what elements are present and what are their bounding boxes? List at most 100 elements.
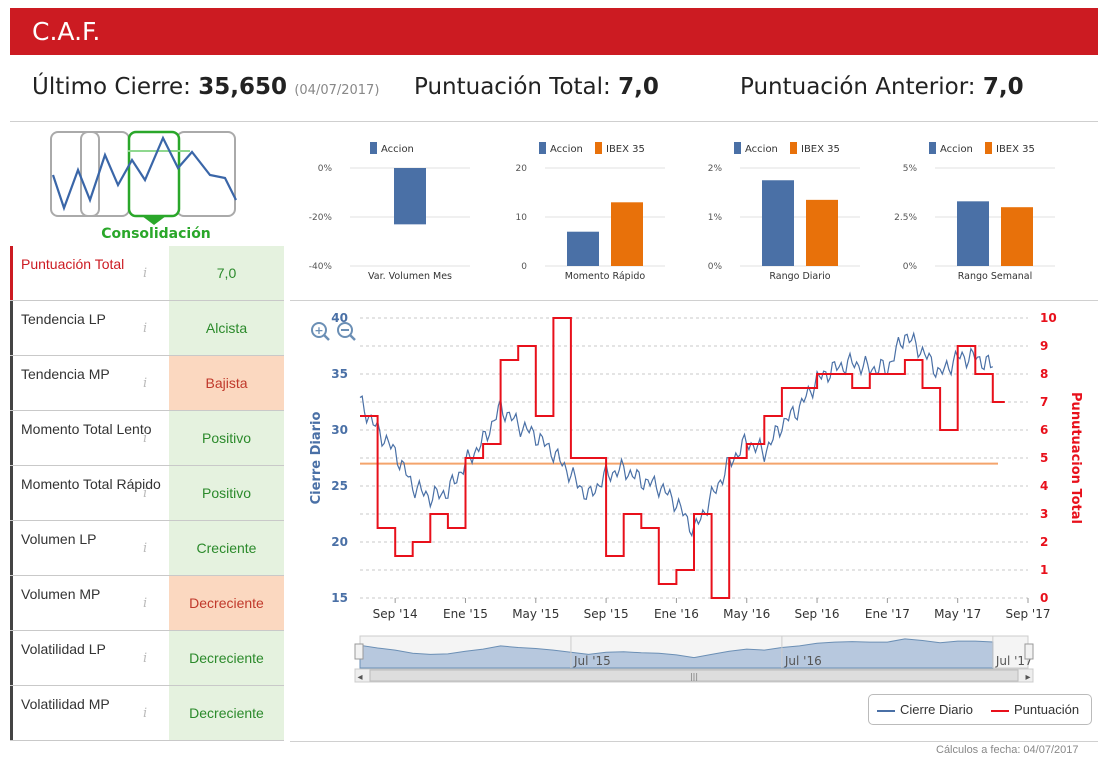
y-right-tick-label: 3: [1040, 507, 1048, 521]
info-icon[interactable]: i: [143, 486, 148, 501]
header-bar: C.A.F.: [10, 8, 1098, 55]
x-tick-label: Sep '16: [795, 607, 840, 621]
series-line-puntuacion: [360, 317, 1005, 599]
legend-label: Accion: [940, 144, 973, 155]
bar: [394, 168, 426, 225]
legend-swatch: [595, 142, 602, 154]
score-row: Tendencia LP i Alcista: [10, 301, 284, 356]
legend-swatch: [985, 142, 992, 154]
summary-bar: Último Cierre: 35,650 (04/07/2017) Puntu…: [10, 62, 1098, 122]
score-label: Volatilidad MP: [10, 686, 168, 740]
score-label: Tendencia LP: [10, 301, 168, 355]
y-left-tick-label: 40: [331, 311, 348, 325]
score-label: Volatilidad LP: [10, 631, 168, 685]
score-label: Volumen MP: [10, 576, 168, 630]
legend-label: Cierre Diario: [900, 702, 973, 717]
navigator-tick-label: Jul '17: [995, 654, 1033, 668]
zoom-out-icon[interactable]: [337, 322, 356, 341]
y-right-tick-label: 0: [1040, 591, 1048, 605]
y-left-tick-label: 15: [331, 591, 348, 605]
score-row: Volumen LP i Creciente: [10, 521, 284, 576]
scroll-right-arrow[interactable]: ▸: [1025, 672, 1030, 683]
x-category-label: Momento Rápido: [565, 271, 646, 282]
scrollbar-thumb[interactable]: [369, 669, 1019, 682]
y-right-axis-label: Punutuacion Total: [1068, 392, 1083, 524]
x-category-label: Var. Volumen Mes: [368, 271, 452, 282]
scroll-left-arrow[interactable]: ◂: [357, 672, 362, 683]
score-label: Puntuación Total: [10, 246, 168, 300]
score-value: Creciente: [169, 521, 284, 575]
legend-item-cierre[interactable]: Cierre Diario: [877, 702, 973, 717]
mini-chart-momentum: Accion IBEX 35 20 10 0 Momento Rápido: [516, 142, 665, 282]
info-icon[interactable]: i: [143, 431, 148, 446]
zoom-in-sign: +: [314, 324, 323, 337]
y-left-tick-label: 25: [331, 479, 348, 493]
y-left-axis-label: Cierre Diario: [309, 412, 324, 505]
mini-chart-weekly-range: Accion IBEX 35 5% 2.5% 0% Rango Semanal: [894, 142, 1055, 282]
last-close-value: 35,650: [198, 74, 288, 100]
x-tick-label: May '16: [723, 607, 770, 621]
y-right-tick-label: 10: [1040, 311, 1057, 325]
y-right-tick-label: 4: [1040, 479, 1048, 493]
y-tick-label: 10: [516, 213, 528, 223]
y-tick-label: 0%: [708, 262, 723, 272]
score-value: Bajista: [169, 356, 284, 410]
info-icon[interactable]: i: [143, 376, 148, 391]
score-label: Momento Total Rápido: [10, 466, 168, 520]
mini-chart-volume: Accion 0% -20% -40% Var. Volumen Mes: [309, 142, 470, 282]
info-icon[interactable]: i: [143, 706, 148, 721]
y-tick-label: 1%: [708, 213, 723, 223]
score-value: Alcista: [169, 301, 284, 355]
navigator-tick-label: Jul '16: [784, 654, 822, 668]
info-icon[interactable]: i: [143, 266, 148, 281]
legend-label: Accion: [381, 144, 414, 155]
score-label: Volumen LP: [10, 521, 168, 575]
zoom-out-lens: [337, 322, 353, 338]
info-icon[interactable]: i: [143, 321, 148, 336]
score-value: Decreciente: [169, 631, 284, 685]
legend-label: Accion: [745, 144, 778, 155]
info-icon[interactable]: i: [143, 651, 148, 666]
bar: [806, 199, 838, 266]
legend-item-puntuacion[interactable]: Puntuación: [991, 702, 1079, 717]
score-label: Momento Total Lento: [10, 411, 168, 465]
y-tick-label: 2.5%: [894, 213, 917, 223]
navigator-handle-left[interactable]: [354, 643, 364, 660]
total-score-value: 7,0: [618, 74, 659, 100]
previous-score: Puntuación Anterior: 7,0: [740, 74, 1024, 100]
x-tick-label: May '17: [934, 607, 981, 621]
info-icon[interactable]: i: [143, 596, 148, 611]
bar: [957, 201, 989, 266]
y-tick-label: 2%: [708, 164, 723, 174]
calc-date-footer: Cálculos a fecha: 04/07/2017: [936, 744, 1079, 756]
previous-score-value: 7,0: [982, 74, 1024, 100]
score-row: Momento Total Rápido i Positivo: [10, 466, 284, 521]
x-tick-label: Sep '15: [584, 607, 629, 621]
score-table: Puntuación Total i 7,0 Tendencia LP i Al…: [10, 246, 284, 741]
y-tick-label: 5%: [903, 164, 918, 174]
last-close-date: (04/07/2017): [294, 83, 380, 98]
y-tick-label: 0%: [318, 164, 333, 174]
zoom-in-icon[interactable]: +: [311, 322, 330, 341]
y-left-tick-label: 30: [331, 423, 348, 437]
legend-swatch: [790, 142, 797, 154]
y-left-tick-label: 35: [331, 367, 348, 381]
x-tick-label: Sep '14: [373, 607, 418, 621]
x-tick-label: Ene '17: [865, 607, 910, 621]
score-row: Volatilidad LP i Decreciente: [10, 631, 284, 686]
x-category-label: Rango Semanal: [958, 271, 1033, 282]
bar: [762, 180, 794, 266]
info-icon[interactable]: i: [143, 541, 148, 556]
score-value: Decreciente: [169, 686, 284, 740]
navigator-handle-right[interactable]: [1024, 643, 1034, 660]
last-close: Último Cierre: 35,650 (04/07/2017): [32, 74, 379, 100]
legend-swatch: [991, 709, 1009, 712]
y-left-tick-label: 20: [331, 535, 348, 549]
legend-label: Puntuación: [1014, 702, 1080, 717]
legend-swatch: [929, 142, 936, 154]
previous-score-label: Puntuación Anterior:: [740, 74, 976, 100]
y-right-tick-label: 7: [1040, 395, 1048, 409]
score-value: Positivo: [169, 411, 284, 465]
navigator-area: [359, 638, 994, 669]
